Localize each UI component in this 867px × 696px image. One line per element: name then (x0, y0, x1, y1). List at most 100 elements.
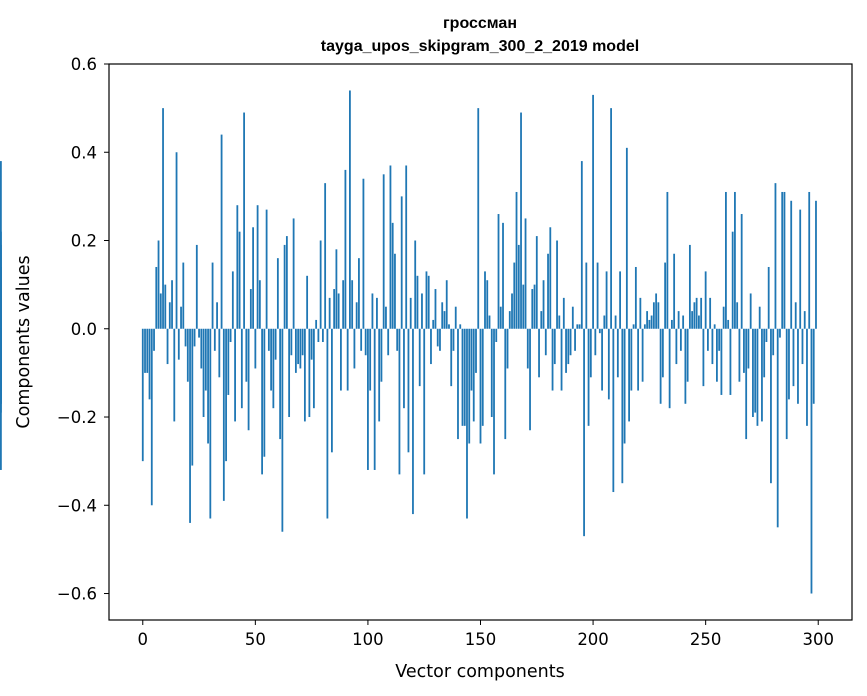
bar (632, 324, 635, 329)
bar (150, 328, 153, 506)
bar (195, 244, 198, 329)
bar (731, 231, 734, 329)
bar (403, 328, 405, 409)
bar (513, 262, 516, 329)
bar (607, 328, 610, 400)
bar (193, 328, 196, 347)
bar (515, 191, 518, 329)
y-axis-label: Components values (14, 255, 34, 428)
bar (349, 90, 351, 329)
bar (605, 271, 608, 329)
bar (495, 328, 498, 342)
y-tick-label: 0.6 (71, 55, 97, 74)
bar (200, 328, 203, 369)
bar (684, 328, 687, 404)
bar (337, 293, 340, 329)
bar (668, 328, 671, 409)
bar (801, 328, 804, 365)
bar (231, 271, 234, 329)
bar (141, 328, 144, 462)
bar (274, 328, 277, 360)
bar (594, 328, 597, 356)
bar (324, 183, 327, 329)
bar (362, 178, 365, 329)
bar (326, 328, 329, 519)
bar (691, 311, 694, 329)
bar (718, 328, 721, 351)
bar (299, 328, 302, 369)
bar (612, 328, 615, 493)
bar (788, 328, 790, 400)
bar (385, 306, 387, 329)
bar (808, 191, 811, 329)
bar (184, 328, 187, 347)
bar (340, 328, 342, 391)
bar (146, 328, 149, 373)
bar (549, 227, 552, 329)
bar (767, 266, 770, 329)
bar-series (0, 90, 817, 594)
bar (754, 328, 757, 413)
y-tick-label: −0.2 (57, 408, 97, 427)
bar (409, 297, 412, 329)
bar (580, 161, 583, 329)
bar (486, 280, 489, 329)
bar (207, 328, 209, 444)
bar (720, 328, 723, 395)
bar (220, 134, 223, 329)
bar (499, 306, 502, 329)
bar (738, 328, 741, 382)
bar (342, 280, 345, 329)
bar (567, 328, 570, 365)
bar (675, 328, 678, 365)
bar (155, 266, 158, 329)
bar (475, 328, 477, 373)
bar (806, 328, 808, 426)
bar (740, 214, 743, 329)
bar (639, 297, 642, 329)
bar (576, 324, 579, 329)
bar (301, 328, 304, 356)
bar (308, 328, 311, 418)
bar (243, 112, 245, 329)
x-tick-label: 200 (577, 630, 609, 649)
bar (493, 328, 495, 475)
bar (436, 328, 439, 347)
bar (589, 328, 592, 378)
bar (249, 289, 252, 329)
bar (457, 328, 459, 440)
chart-title-line-1: гроссман (443, 15, 517, 32)
bar (700, 297, 703, 329)
bar (623, 328, 626, 444)
bar (571, 306, 574, 329)
bar (168, 302, 171, 329)
bar (355, 302, 358, 329)
bar (743, 328, 745, 373)
bar (281, 328, 284, 532)
bar (450, 328, 453, 387)
bar (175, 152, 178, 329)
bar (506, 328, 509, 369)
bar (407, 328, 410, 453)
bar (504, 328, 507, 440)
bar (245, 328, 248, 382)
bar (276, 258, 279, 329)
bar (294, 328, 297, 373)
bar (565, 328, 567, 373)
bar (725, 191, 727, 329)
bar (425, 271, 428, 329)
bar (270, 328, 273, 391)
bar (236, 205, 239, 329)
bar (378, 328, 381, 422)
bar (477, 108, 480, 329)
bar (709, 297, 712, 329)
axis-ticks: 0 50 100 150 200 250 300 0.6 0.4 0.2 0.0 −0.2 −0.4 −0… (57, 55, 834, 649)
bar (650, 315, 653, 329)
bar (380, 328, 383, 382)
bar (319, 240, 322, 329)
bar (657, 302, 660, 329)
bar (0, 328, 2, 391)
bar (810, 328, 813, 594)
bar (421, 293, 423, 329)
bar (434, 289, 437, 329)
